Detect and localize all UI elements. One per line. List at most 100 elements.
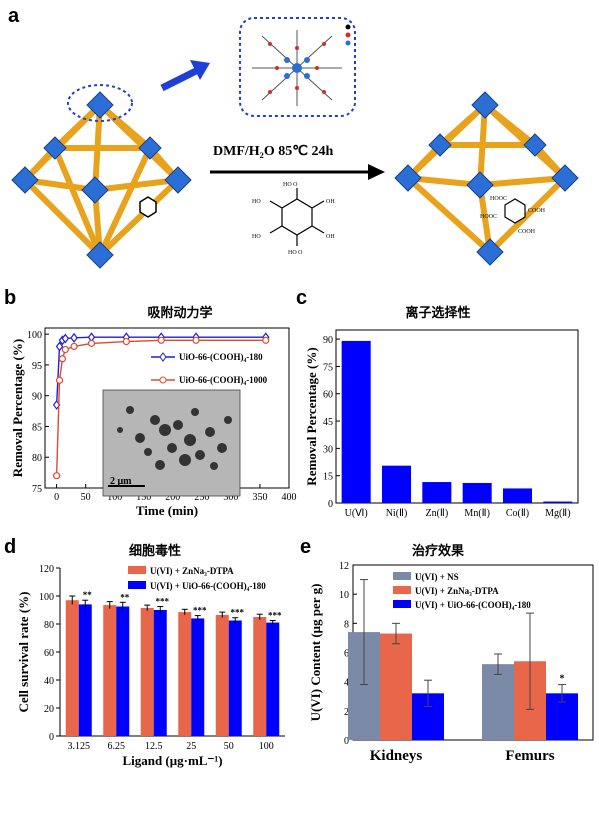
b-legend-marker bbox=[159, 376, 167, 384]
b-point bbox=[58, 355, 67, 363]
panel-b-title: 吸附动力学 bbox=[147, 305, 212, 321]
d-category-label: 12.5 bbox=[145, 741, 163, 752]
e-ytick-label: 12 bbox=[339, 561, 349, 572]
e-legend-swatch bbox=[393, 572, 411, 580]
b-point bbox=[192, 336, 200, 344]
e-ytick-label: 4 bbox=[344, 678, 349, 689]
d-category-label: 50 bbox=[224, 741, 234, 752]
d-category-label: 25 bbox=[186, 741, 196, 752]
d-category-label: 3.125 bbox=[68, 741, 91, 752]
cooh-label-4: COOH bbox=[518, 229, 536, 235]
c-category-label: Co(Ⅱ) bbox=[506, 508, 529, 519]
panel-b: b 吸附动力学 0 50 100 150 200 250 300 350 400 75 80 85 90… bbox=[4, 287, 297, 518]
e-ytick-label: 10 bbox=[339, 590, 349, 601]
e-ytick-label: 6 bbox=[344, 649, 349, 660]
c-ytick-label: 15 bbox=[323, 472, 333, 483]
cooh-label-3: COOH bbox=[528, 208, 546, 214]
c-ytick-label: 30 bbox=[323, 444, 333, 455]
b-xtick-label: 0 bbox=[54, 492, 59, 503]
b-xtick-label: 400 bbox=[282, 492, 297, 503]
panel-e: e 治疗效果 0 2 4 6 8 10 12 U(VI) Content (μg per g)… bbox=[300, 536, 594, 764]
d-ytick-label: 60 bbox=[44, 648, 54, 659]
b-legend-label: UiO-66-(COOH)₄-1000 bbox=[179, 375, 268, 385]
mellitic-acid-structure: HO O OH OH HO O HO HO bbox=[252, 182, 335, 256]
d-ytick-label: 100 bbox=[39, 592, 54, 603]
b-ylabel: Removal Percentage (%) bbox=[10, 339, 25, 477]
b-ytick-label: 80 bbox=[32, 453, 42, 464]
d-xlabel: Ligand (μg·mL⁻¹) bbox=[122, 753, 222, 768]
b-point bbox=[122, 337, 130, 346]
c-bar bbox=[462, 482, 492, 503]
d-significance: *** bbox=[268, 611, 282, 621]
d-bar bbox=[140, 607, 154, 736]
panel-d: d 细胞毒性 0 20 40 60 80 100 120 Ligand (μg·mL⁻¹) Ce… bbox=[4, 536, 285, 768]
b-series-line bbox=[55, 339, 266, 476]
cooh-label-2: HOOC bbox=[480, 214, 497, 220]
c-ytick-label: 60 bbox=[323, 390, 333, 401]
b-point bbox=[55, 376, 64, 384]
panel-c-letter: c bbox=[296, 287, 307, 309]
b-point bbox=[87, 339, 96, 347]
d-ytick-label: 80 bbox=[44, 620, 54, 631]
e-bar bbox=[482, 664, 514, 740]
d-bar bbox=[103, 605, 117, 736]
b-ytick-label: 95 bbox=[32, 361, 42, 372]
cluster-zoom-box bbox=[239, 17, 356, 117]
e-bar bbox=[380, 633, 412, 740]
b-xtick-label: 50 bbox=[81, 492, 91, 503]
tem-inset bbox=[102, 389, 241, 497]
c-ylabel: Removal Percentage (%) bbox=[304, 347, 319, 485]
b-legend-marker bbox=[159, 352, 167, 362]
c-bar bbox=[341, 340, 371, 503]
e-legend-label: U(VI) + ZnNa₃-DTPA bbox=[415, 586, 499, 596]
d-bar bbox=[191, 618, 205, 736]
d-bar bbox=[215, 614, 229, 736]
zoom-arrow bbox=[160, 60, 210, 92]
panel-c-title: 离子选择性 bbox=[405, 305, 470, 321]
panel-a: a bbox=[8, 5, 579, 269]
panel-e-title: 治疗效果 bbox=[412, 543, 464, 559]
e-ytick-label: 2 bbox=[344, 707, 349, 718]
e-ylabel: U(VI) Content (μg per g) bbox=[308, 584, 323, 722]
b-legend-label: UiO-66-(COOH)₄-180 bbox=[179, 352, 263, 362]
d-bar bbox=[228, 620, 242, 736]
svg-text:HO O: HO O bbox=[288, 250, 303, 256]
panel-c-frame bbox=[335, 329, 579, 504]
b-point bbox=[53, 472, 61, 480]
c-category-label: U(Ⅵ) bbox=[345, 508, 368, 519]
b-ytick-label: 100 bbox=[27, 330, 42, 341]
panel-c: c 离子选择性 0 15 30 45 60 75 90 Removal Percentage … bbox=[296, 287, 579, 519]
b-point bbox=[55, 341, 64, 352]
d-significance: *** bbox=[156, 597, 170, 607]
svg-text:OH: OH bbox=[326, 234, 335, 240]
c-category-label: Mn(Ⅱ) bbox=[464, 508, 489, 519]
d-significance: ** bbox=[120, 592, 130, 602]
d-significance: *** bbox=[231, 608, 245, 618]
tem-particles bbox=[117, 406, 232, 470]
e-legend-label: U(VI) + UiO-66-(COOH)₄-180 bbox=[415, 600, 531, 610]
c-bar bbox=[502, 488, 533, 503]
d-ylabel: Cell survival rate (%) bbox=[16, 592, 31, 713]
d-legend-swatch bbox=[128, 581, 146, 589]
e-legend-swatch bbox=[393, 600, 411, 608]
c-ytick-label: 45 bbox=[323, 417, 333, 428]
d-category-label: 100 bbox=[259, 741, 274, 752]
c-ytick-label: 90 bbox=[323, 335, 333, 346]
cooh-label-1: HOOC bbox=[490, 196, 507, 202]
b-point bbox=[157, 336, 165, 344]
d-bar bbox=[65, 600, 79, 736]
c-ytick-label: 75 bbox=[323, 362, 333, 373]
b-ytick-label: 85 bbox=[32, 422, 42, 433]
panel-d-letter: d bbox=[4, 536, 16, 558]
svg-text:OH: OH bbox=[326, 199, 335, 205]
e-category-label: Kidneys bbox=[370, 748, 423, 764]
reaction-arrow bbox=[210, 164, 385, 180]
d-bar bbox=[266, 622, 280, 736]
d-legend-label: U(VI) + UiO-66-(COOH)₄-180 bbox=[150, 581, 266, 591]
panel-a-letter: a bbox=[8, 5, 20, 27]
e-ytick-label: 0 bbox=[344, 736, 349, 747]
d-bar bbox=[253, 617, 267, 736]
d-ytick-label: 120 bbox=[39, 564, 54, 575]
b-xtick-label: 350 bbox=[252, 492, 267, 503]
